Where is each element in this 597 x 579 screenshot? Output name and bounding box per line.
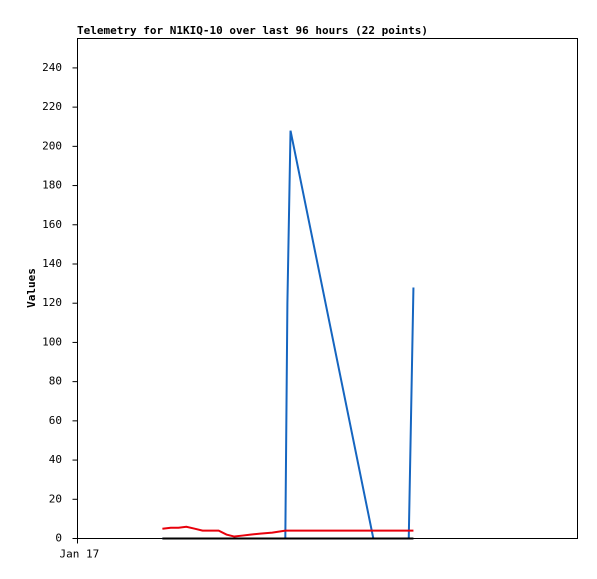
y-tick-label: 160 [42,218,62,231]
y-tick-label: 200 [42,139,62,152]
y-axis-label: Values [25,268,38,308]
y-tick-label: 220 [42,100,62,113]
y-tick-label: 0 [55,532,62,545]
y-tick-label: 40 [49,453,62,466]
chart-title: Telemetry for N1KIQ-10 over last 96 hour… [77,24,428,37]
y-tick-label: 180 [42,179,62,192]
y-tick-label: 100 [42,335,62,348]
series-line [162,525,414,538]
y-tick-label: 20 [49,492,62,505]
y-tick-label: 80 [49,375,62,388]
x-tick-label: Jan 17 [60,548,100,561]
y-tick-label: 60 [49,414,62,427]
y-tick-label: 140 [42,257,62,270]
y-tick-label: 120 [42,296,62,309]
plot-frame [77,38,578,539]
y-tick-label: 240 [42,61,62,74]
